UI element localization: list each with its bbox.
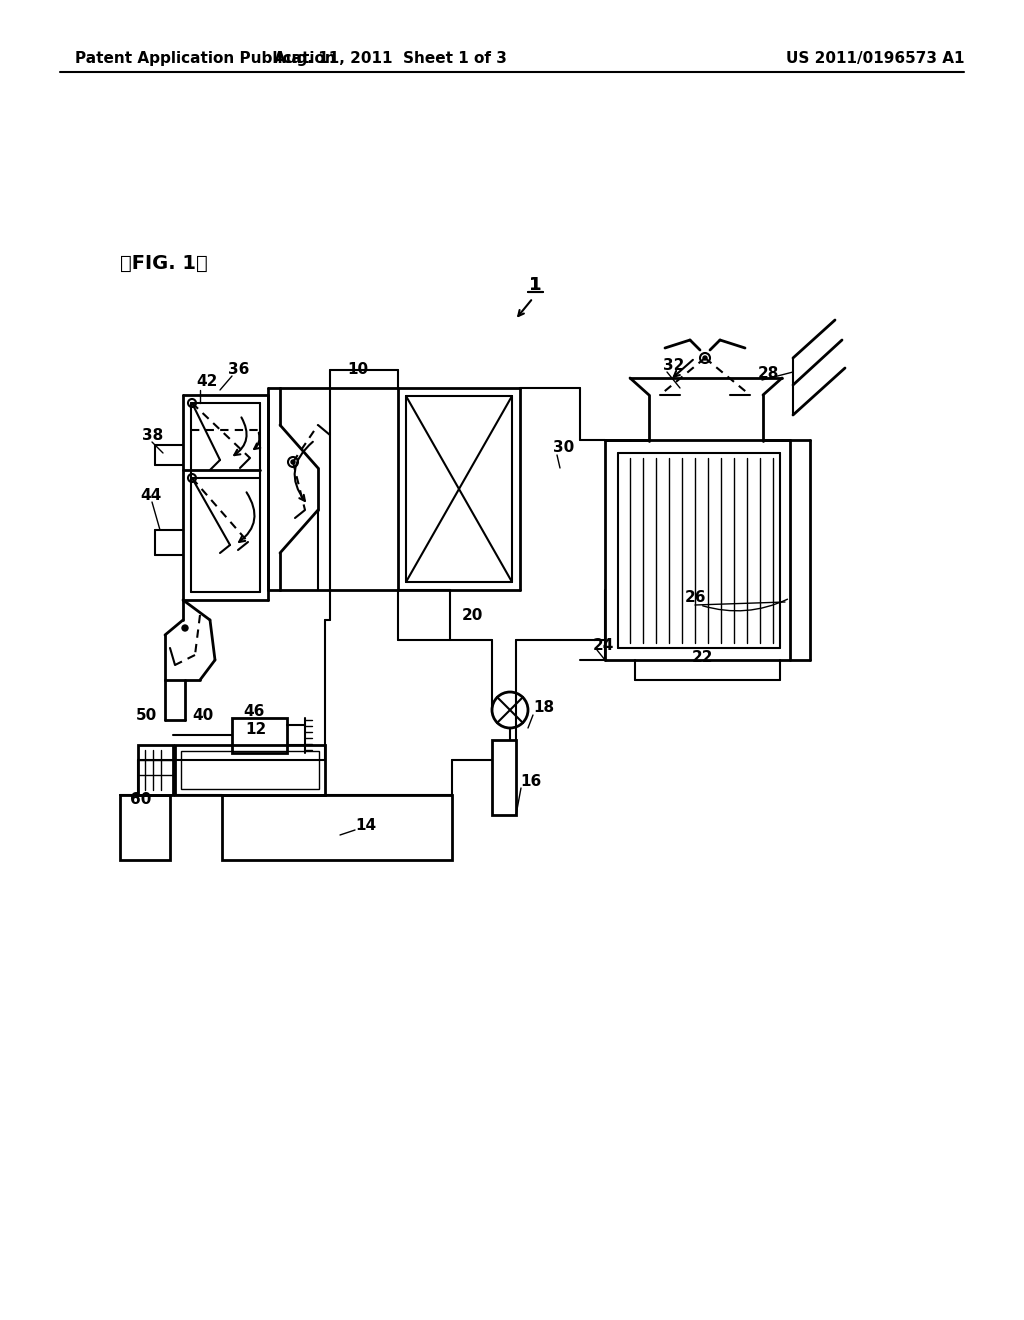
Bar (222, 795, 452, 861)
Bar (175, 744, 325, 795)
Text: 26: 26 (685, 590, 707, 606)
Text: 【FIG. 1】: 【FIG. 1】 (120, 253, 208, 272)
Text: 32: 32 (663, 358, 684, 372)
Text: Aug. 11, 2011  Sheet 1 of 3: Aug. 11, 2011 Sheet 1 of 3 (273, 50, 507, 66)
Text: Patent Application Publication: Patent Application Publication (75, 50, 336, 66)
Text: 1: 1 (528, 276, 542, 294)
Text: 24: 24 (593, 638, 614, 652)
Text: 38: 38 (142, 428, 163, 442)
Text: 36: 36 (228, 363, 250, 378)
Text: 42: 42 (196, 375, 217, 389)
Circle shape (291, 459, 295, 465)
Circle shape (188, 399, 196, 407)
Text: 22: 22 (692, 651, 714, 665)
Text: 44: 44 (140, 487, 161, 503)
Text: 1: 1 (528, 276, 542, 294)
Bar (120, 795, 170, 861)
Text: 20: 20 (462, 607, 483, 623)
Circle shape (703, 356, 707, 360)
Bar (181, 751, 319, 789)
Text: 50: 50 (136, 709, 158, 723)
Text: 40: 40 (193, 709, 213, 723)
Text: 60: 60 (130, 792, 152, 808)
Circle shape (188, 474, 196, 482)
Bar (492, 741, 516, 814)
Bar (232, 718, 287, 752)
Text: 30: 30 (553, 441, 574, 455)
Text: US 2011/0196573 A1: US 2011/0196573 A1 (785, 50, 965, 66)
Text: 28: 28 (758, 366, 779, 380)
Circle shape (182, 624, 188, 631)
Text: 18: 18 (534, 701, 554, 715)
Text: 14: 14 (355, 817, 376, 833)
Circle shape (288, 457, 298, 467)
Text: 46: 46 (243, 705, 264, 719)
Bar (138, 744, 173, 795)
Circle shape (700, 352, 710, 363)
Text: 12: 12 (245, 722, 266, 738)
Text: 10: 10 (347, 363, 368, 378)
Text: 16: 16 (520, 775, 542, 789)
